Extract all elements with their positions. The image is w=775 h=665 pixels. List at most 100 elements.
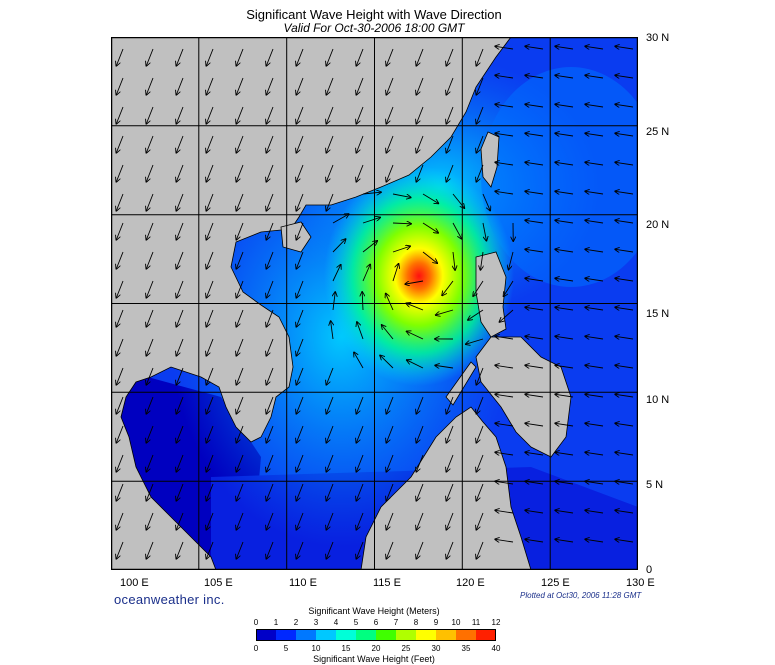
wave-arrow bbox=[326, 193, 334, 211]
wave-arrow bbox=[495, 191, 514, 194]
wave-arrow bbox=[331, 321, 333, 340]
wave-arrow bbox=[615, 220, 634, 223]
wave-arrow bbox=[326, 106, 334, 124]
wave-arrow bbox=[206, 251, 214, 269]
wave-arrow bbox=[495, 46, 514, 49]
wave-arrow bbox=[296, 164, 304, 182]
wave-arrow bbox=[176, 338, 184, 356]
wave-arrow bbox=[482, 222, 486, 241]
borneo-island bbox=[360, 406, 532, 570]
wave-arrow bbox=[525, 423, 544, 426]
wave-arrow bbox=[176, 222, 184, 240]
wave-arrow bbox=[266, 309, 274, 327]
wave-arrow bbox=[206, 483, 214, 501]
lon-label-125e: 125 E bbox=[541, 577, 570, 589]
wave-arrow bbox=[585, 423, 604, 426]
wave-arrow bbox=[266, 338, 274, 356]
wave-arrow bbox=[326, 512, 334, 530]
meters-tick: 10 bbox=[451, 618, 461, 627]
wave-arrow bbox=[116, 164, 124, 182]
feet-tick: 10 bbox=[311, 644, 321, 653]
wave-arrow bbox=[416, 164, 424, 182]
wave-arrow bbox=[146, 338, 154, 356]
wave-arrow bbox=[326, 77, 334, 95]
wave-arrow bbox=[296, 454, 304, 472]
wave-arrow bbox=[146, 541, 154, 559]
wave-arrow bbox=[615, 452, 634, 455]
wave-arrow bbox=[382, 325, 394, 340]
wave-arrow bbox=[386, 106, 394, 124]
wave-arrow bbox=[476, 512, 484, 530]
wave-arrow bbox=[525, 365, 544, 368]
wave-arrow bbox=[176, 193, 184, 211]
wave-arrow bbox=[615, 510, 634, 513]
feet-tick: 40 bbox=[491, 644, 501, 653]
map-frame bbox=[111, 37, 638, 570]
feet-tick: 20 bbox=[371, 644, 381, 653]
wave-arrow bbox=[386, 425, 394, 443]
wave-arrow bbox=[356, 77, 364, 95]
wave-arrow bbox=[362, 192, 381, 194]
wave-arrow bbox=[176, 367, 184, 385]
wave-arrow bbox=[296, 193, 304, 211]
meters-tick: 7 bbox=[393, 618, 399, 627]
wave-arrow bbox=[416, 135, 424, 153]
wave-arrow bbox=[555, 365, 574, 368]
wave-arrow bbox=[555, 423, 574, 426]
wave-arrow bbox=[386, 483, 394, 501]
wave-arrow bbox=[116, 77, 124, 95]
wave-arrow bbox=[416, 541, 424, 559]
wave-arrow bbox=[266, 135, 274, 153]
wave-arrow bbox=[476, 454, 484, 472]
wave-arrow bbox=[416, 454, 424, 472]
wave-arrow bbox=[236, 106, 244, 124]
wave-arrow bbox=[206, 425, 214, 443]
wave-arrow bbox=[585, 191, 604, 194]
wave-arrow bbox=[356, 483, 364, 501]
wave-arrow bbox=[407, 331, 424, 340]
wave-arrow bbox=[146, 454, 154, 472]
wave-arrow bbox=[476, 106, 484, 124]
wave-arrow bbox=[206, 48, 214, 66]
wave-arrow bbox=[615, 539, 634, 542]
wave-arrow bbox=[296, 338, 304, 356]
colorbar-swatch bbox=[376, 629, 397, 641]
wave-arrow bbox=[296, 106, 304, 124]
wave-arrow bbox=[615, 481, 634, 484]
colorbar-title-feet: Significant Wave Height (Feet) bbox=[313, 654, 435, 664]
wave-arrow bbox=[266, 193, 274, 211]
wave-arrow bbox=[236, 222, 244, 240]
wave-arrow bbox=[176, 48, 184, 66]
wave-arrow bbox=[326, 396, 334, 414]
wave-arrow bbox=[206, 309, 214, 327]
wave-arrow bbox=[555, 278, 574, 281]
chart-title: Significant Wave Height with Wave Direct… bbox=[246, 7, 502, 22]
wave-arrow bbox=[555, 75, 574, 78]
wave-arrow bbox=[585, 46, 604, 49]
colorbar-swatch bbox=[316, 629, 337, 641]
colorbar-swatch bbox=[416, 629, 437, 641]
wave-arrow bbox=[476, 367, 484, 385]
wave-arrow bbox=[407, 360, 424, 369]
wave-arrow bbox=[266, 251, 274, 269]
wave-arrow bbox=[266, 280, 274, 298]
wave-arrow bbox=[206, 135, 214, 153]
wave-arrow bbox=[585, 336, 604, 339]
wave-arrow bbox=[495, 423, 514, 426]
wave-arrow bbox=[555, 191, 574, 194]
wave-arrow bbox=[585, 249, 604, 252]
wave-arrow bbox=[585, 220, 604, 223]
wave-arrow bbox=[176, 77, 184, 95]
colorbar-swatch bbox=[436, 629, 457, 641]
wave-arrow bbox=[206, 164, 214, 182]
wave-arrow bbox=[176, 483, 184, 501]
wave-arrow bbox=[296, 541, 304, 559]
wave-arrow bbox=[176, 251, 184, 269]
wave-arrow bbox=[585, 162, 604, 165]
wave-arrow bbox=[356, 425, 364, 443]
wave-arrow bbox=[555, 336, 574, 339]
wave-arrow bbox=[116, 396, 124, 414]
wave-arrow bbox=[615, 104, 634, 107]
wave-arrow bbox=[386, 512, 394, 530]
colorbar-swatch bbox=[276, 629, 297, 641]
